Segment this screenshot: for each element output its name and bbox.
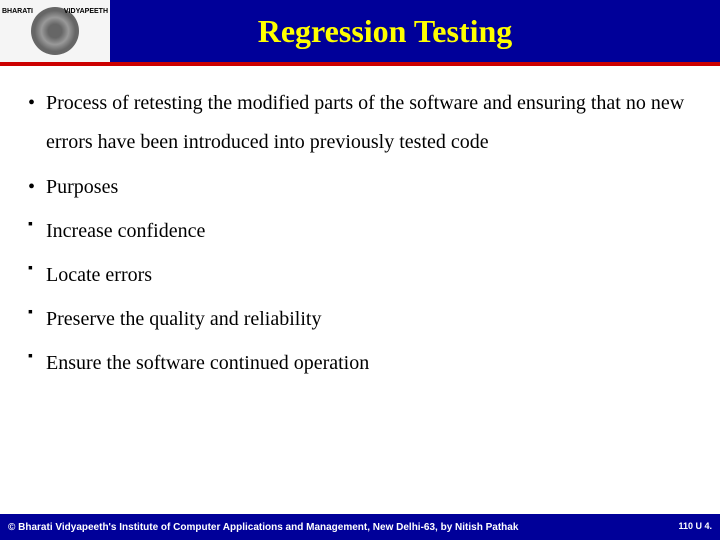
- slide-content: Process of retesting the modified parts …: [0, 66, 720, 382]
- logo-text-left: BHARATI: [2, 8, 33, 15]
- slide-header: BHARATI VIDYAPEETH Regression Testing: [0, 0, 720, 62]
- list-item: Process of retesting the modified parts …: [24, 84, 696, 162]
- list-item: Preserve the quality and reliability: [24, 300, 696, 338]
- footer-page-number: 110 U 4.: [678, 522, 712, 532]
- logo-text-right: VIDYAPEETH: [64, 8, 108, 15]
- page-b: U 4.: [695, 521, 712, 531]
- page-a: 110: [678, 521, 693, 531]
- list-item: Locate errors: [24, 256, 696, 294]
- list-item: Ensure the software continued operation: [24, 344, 696, 382]
- slide-title: Regression Testing: [110, 13, 720, 50]
- list-item: Purposes: [24, 168, 696, 206]
- footer-copyright: © Bharati Vidyapeeth's Institute of Comp…: [8, 522, 678, 533]
- bullet-list: Process of retesting the modified parts …: [24, 84, 696, 382]
- list-item: Increase confidence: [24, 212, 696, 250]
- institution-logo: BHARATI VIDYAPEETH: [0, 0, 110, 62]
- slide-footer: © Bharati Vidyapeeth's Institute of Comp…: [0, 514, 720, 540]
